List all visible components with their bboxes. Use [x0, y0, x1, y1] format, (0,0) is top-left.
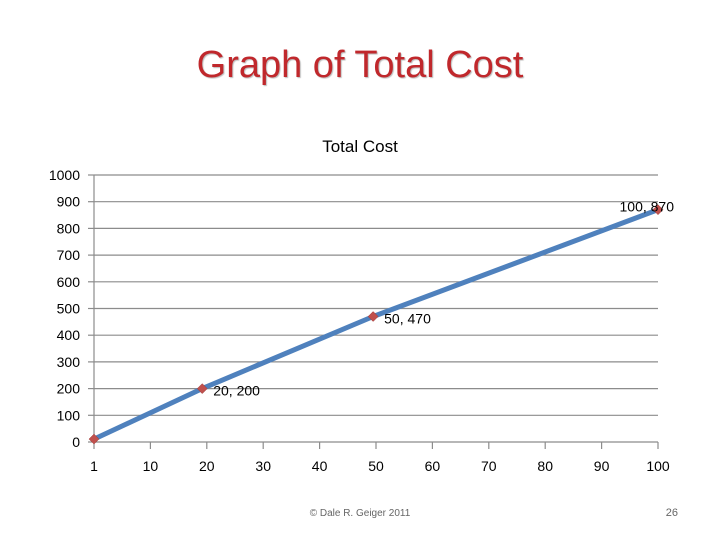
y-tick-label: 200: [57, 381, 81, 397]
copyright-footer: © Dale R. Geiger 2011: [309, 508, 411, 519]
y-tick-label: 0: [72, 434, 80, 450]
y-tick-label: 600: [57, 274, 81, 290]
x-tick-label: 10: [143, 458, 159, 474]
data-point-marker: [652, 204, 664, 216]
axes: [93, 175, 659, 449]
y-tick-label: 100: [57, 407, 81, 423]
y-tick-label: 1000: [49, 167, 80, 183]
series-total-cost: [91, 207, 661, 442]
x-tick-label: 20: [199, 458, 215, 474]
y-tick-label: 400: [57, 327, 81, 343]
chart-title: Total Cost: [322, 137, 398, 156]
x-tick-label: 100: [646, 458, 670, 474]
y-tick-label: 800: [57, 220, 81, 236]
x-tick-label: 90: [594, 458, 610, 474]
x-tick-label: 30: [255, 458, 271, 474]
data-label: 20, 200: [213, 383, 260, 399]
y-tick-label: 300: [57, 354, 81, 370]
page-number: 26: [665, 507, 678, 519]
data-labels: 20, 200 50, 470 100, 870: [213, 199, 674, 399]
data-label: 100, 870: [620, 199, 675, 215]
x-tick-label: 50: [368, 458, 384, 474]
y-axis-labels: 0 100 200 300 400 500 600 700 800 900 1000: [49, 167, 80, 450]
x-tick-label: 60: [425, 458, 441, 474]
series-line: [91, 207, 661, 442]
data-label: 50, 470: [384, 311, 431, 327]
x-tick-label: 40: [312, 458, 328, 474]
x-tick-label: 80: [537, 458, 553, 474]
slide-title: Graph of Total Cost: [196, 44, 524, 86]
data-markers: [88, 204, 664, 445]
data-point-marker: [88, 433, 100, 445]
data-point-marker: [196, 383, 208, 394]
x-tick-label: 1: [90, 458, 98, 474]
data-point-marker: [367, 311, 379, 322]
y-tick-label: 500: [57, 301, 81, 317]
y-tick-label: 900: [57, 194, 81, 210]
gridlines: [88, 174, 658, 443]
y-tick-label: 700: [57, 247, 81, 263]
x-axis-labels: 1 10 20 30 40 50 60 70 80 90 100: [90, 458, 670, 474]
x-tick-label: 70: [481, 458, 497, 474]
